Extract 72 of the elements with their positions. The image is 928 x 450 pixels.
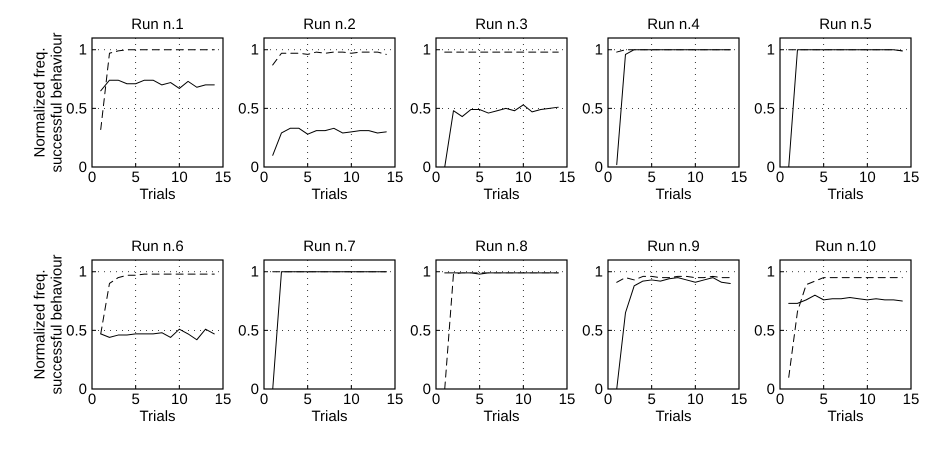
x-tick-label: 10: [858, 391, 876, 408]
x-tick-label: 5: [819, 169, 828, 186]
y-tick-label: 0.5: [66, 322, 87, 340]
chart-title: Run n.1: [131, 16, 184, 33]
x-axis-title: Trials: [827, 408, 864, 425]
x-tick-label: 5: [819, 391, 828, 408]
chart-title: Run n.10: [815, 238, 876, 255]
chart-title: Run n.9: [647, 238, 700, 255]
y-tick-label: 0.5: [582, 322, 603, 340]
y-tick-label: 1: [766, 264, 775, 281]
x-tick-label: 10: [342, 391, 360, 408]
y-tick-label: 0.5: [238, 322, 259, 340]
chart-title: Run n.5: [819, 16, 872, 33]
x-tick-label: 10: [170, 391, 188, 408]
y-axis-title: Normalized freq. successful behaviour: [32, 32, 66, 173]
y-tick-label: 1: [422, 42, 431, 59]
y-tick-label: 1: [250, 264, 259, 281]
x-axis-title: Trials: [139, 408, 176, 425]
x-axis-title: Trials: [311, 408, 348, 425]
y-tick-label: 1: [594, 264, 603, 281]
x-tick-label: 15: [730, 169, 748, 186]
chart-title: Run n.8: [475, 238, 528, 255]
x-tick-label: 15: [386, 391, 404, 408]
x-tick-label: 10: [686, 391, 704, 408]
x-axis-title: Trials: [655, 186, 692, 203]
chart-title: Run n.6: [131, 238, 184, 255]
x-tick-label: 15: [558, 169, 576, 186]
y-tick-label: 0.5: [238, 100, 259, 118]
y-tick-label: 1: [766, 42, 775, 59]
x-tick-label: 15: [214, 391, 232, 408]
x-tick-label: 15: [558, 391, 576, 408]
x-tick-label: 10: [514, 391, 532, 408]
x-tick-label: 15: [730, 391, 748, 408]
x-axis-title: Trials: [483, 408, 520, 425]
x-tick-label: 5: [647, 169, 656, 186]
x-tick-label: 15: [214, 169, 232, 186]
chart-title: Run n.3: [475, 16, 528, 33]
chart-title: Run n.2: [303, 16, 356, 33]
y-tick-label: 0.5: [754, 322, 775, 340]
x-axis-title: Trials: [311, 186, 348, 203]
x-axis-title: Trials: [139, 186, 176, 203]
x-tick-label: 10: [514, 169, 532, 186]
y-tick-label: 0.5: [754, 100, 775, 118]
y-tick-label: 1: [78, 264, 87, 281]
x-tick-label: 5: [475, 391, 484, 408]
y-axis-title: Normalized freq. successful behaviour: [32, 254, 66, 395]
x-tick-label: 5: [475, 169, 484, 186]
y-tick-label: 0.5: [410, 100, 431, 118]
x-tick-label: 5: [131, 169, 140, 186]
x-tick-label: 5: [647, 391, 656, 408]
x-tick-label: 10: [686, 169, 704, 186]
y-tick-label: 0.5: [66, 100, 87, 118]
x-axis-title: Trials: [655, 408, 692, 425]
y-tick-label: 1: [78, 42, 87, 59]
y-tick-label: 1: [250, 42, 259, 59]
y-tick-label: 1: [594, 42, 603, 59]
x-tick-label: 5: [303, 391, 312, 408]
x-tick-label: 15: [902, 391, 920, 408]
x-tick-label: 10: [858, 169, 876, 186]
x-tick-label: 15: [902, 169, 920, 186]
x-axis-title: Trials: [827, 186, 864, 203]
x-tick-label: 10: [342, 169, 360, 186]
y-tick-label: 1: [422, 264, 431, 281]
y-tick-label: 0.5: [582, 100, 603, 118]
x-tick-label: 10: [170, 169, 188, 186]
x-tick-label: 5: [303, 169, 312, 186]
chart-title: Run n.7: [303, 238, 356, 255]
chart-title: Run n.4: [647, 16, 700, 33]
x-tick-label: 15: [386, 169, 404, 186]
y-tick-label: 0.5: [410, 322, 431, 340]
x-axis-title: Trials: [483, 186, 520, 203]
x-tick-label: 5: [131, 391, 140, 408]
